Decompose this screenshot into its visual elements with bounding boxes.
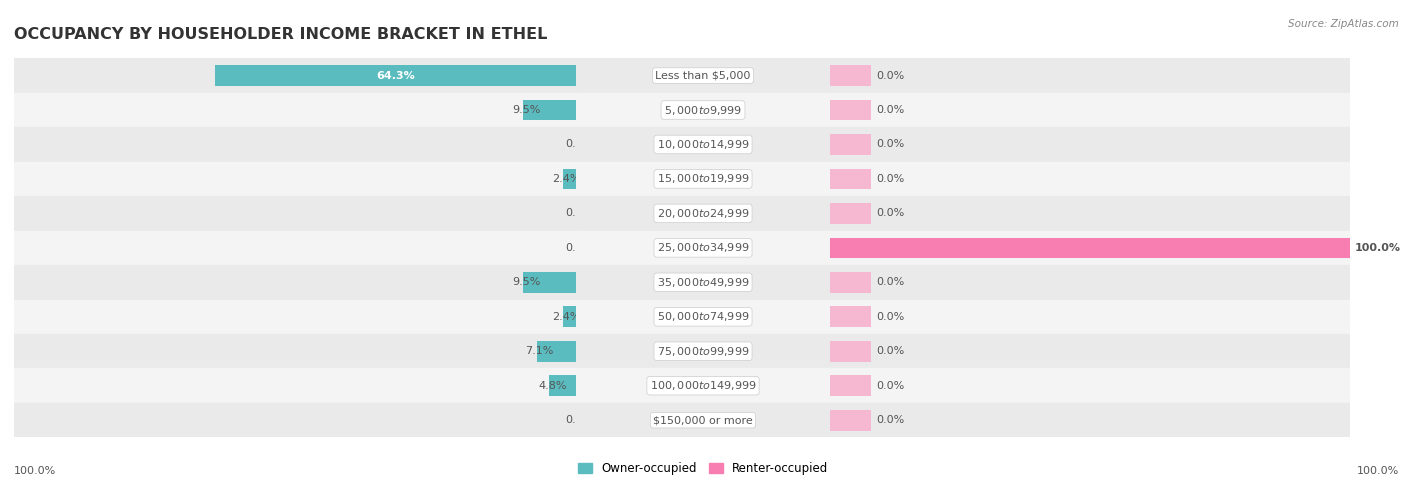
Bar (830, 203, 872, 224)
Text: $10,000 to $14,999: $10,000 to $14,999 (657, 138, 749, 151)
Bar (14, 162, 576, 196)
Text: $150,000 or more: $150,000 or more (654, 415, 752, 425)
Text: $35,000 to $49,999: $35,000 to $49,999 (657, 276, 749, 289)
Bar (576, 127, 830, 162)
Text: 2.4%: 2.4% (551, 174, 581, 184)
Text: 0.0%: 0.0% (565, 243, 593, 253)
Text: $75,000 to $99,999: $75,000 to $99,999 (657, 345, 749, 358)
Bar (576, 58, 830, 93)
Text: $5,000 to $9,999: $5,000 to $9,999 (664, 104, 742, 117)
Text: 4.8%: 4.8% (538, 381, 567, 391)
Text: 0.0%: 0.0% (876, 105, 904, 115)
Bar (830, 403, 1350, 437)
Bar (576, 162, 830, 196)
Text: 0.0%: 0.0% (876, 208, 904, 218)
Bar (14, 231, 576, 265)
Bar (830, 238, 1350, 258)
Text: 0.0%: 0.0% (565, 208, 593, 218)
Bar (830, 307, 872, 327)
Bar (576, 231, 830, 265)
Bar (215, 65, 576, 86)
Bar (576, 93, 830, 127)
Text: 9.5%: 9.5% (512, 105, 540, 115)
Bar (830, 410, 872, 431)
Legend: Owner-occupied, Renter-occupied: Owner-occupied, Renter-occupied (578, 462, 828, 475)
Bar (14, 403, 576, 437)
Bar (14, 299, 576, 334)
Bar (830, 272, 872, 293)
Bar (14, 58, 576, 93)
Bar (830, 100, 872, 121)
Text: 9.5%: 9.5% (512, 278, 540, 287)
Bar (576, 299, 830, 334)
Bar (576, 265, 830, 299)
Bar (523, 272, 576, 293)
Bar (830, 93, 1350, 127)
Bar (830, 127, 1350, 162)
Bar (14, 368, 576, 403)
Text: 0.0%: 0.0% (876, 139, 904, 150)
Bar (830, 58, 1350, 93)
Bar (830, 65, 872, 86)
Text: $25,000 to $34,999: $25,000 to $34,999 (657, 242, 749, 254)
Bar (14, 93, 576, 127)
Text: 7.1%: 7.1% (526, 346, 554, 356)
Text: 0.0%: 0.0% (876, 346, 904, 356)
Text: 100.0%: 100.0% (14, 466, 56, 476)
Text: OCCUPANCY BY HOUSEHOLDER INCOME BRACKET IN ETHEL: OCCUPANCY BY HOUSEHOLDER INCOME BRACKET … (14, 27, 547, 42)
Bar (830, 231, 1350, 265)
Text: $50,000 to $74,999: $50,000 to $74,999 (657, 310, 749, 323)
Bar (14, 265, 576, 299)
Bar (14, 334, 576, 368)
Bar (830, 375, 872, 396)
Bar (830, 368, 1350, 403)
Bar (537, 341, 576, 362)
Text: 0.0%: 0.0% (565, 415, 593, 425)
Bar (14, 127, 576, 162)
Text: Source: ZipAtlas.com: Source: ZipAtlas.com (1288, 19, 1399, 30)
Bar (830, 162, 1350, 196)
Bar (830, 169, 872, 189)
Text: $100,000 to $149,999: $100,000 to $149,999 (650, 379, 756, 392)
Bar (576, 368, 830, 403)
Text: 0.0%: 0.0% (876, 415, 904, 425)
Text: 64.3%: 64.3% (377, 70, 415, 81)
Bar (523, 100, 576, 121)
Bar (576, 403, 830, 437)
Bar (576, 334, 830, 368)
Bar (830, 334, 1350, 368)
Bar (830, 341, 872, 362)
Text: 0.0%: 0.0% (565, 139, 593, 150)
Bar (830, 299, 1350, 334)
Text: 0.0%: 0.0% (876, 278, 904, 287)
Bar (830, 265, 1350, 299)
Bar (830, 134, 872, 155)
Text: 0.0%: 0.0% (876, 381, 904, 391)
Text: 100.0%: 100.0% (1357, 466, 1399, 476)
Text: 2.4%: 2.4% (551, 312, 581, 322)
Text: $15,000 to $19,999: $15,000 to $19,999 (657, 173, 749, 186)
Bar (562, 169, 576, 189)
Bar (550, 375, 576, 396)
Bar (576, 196, 830, 231)
Text: Less than $5,000: Less than $5,000 (655, 70, 751, 81)
Text: $20,000 to $24,999: $20,000 to $24,999 (657, 207, 749, 220)
Bar (562, 307, 576, 327)
Text: 100.0%: 100.0% (1355, 243, 1400, 253)
Bar (14, 196, 576, 231)
Text: 0.0%: 0.0% (876, 312, 904, 322)
Text: 0.0%: 0.0% (876, 70, 904, 81)
Text: 0.0%: 0.0% (876, 174, 904, 184)
Bar (830, 196, 1350, 231)
